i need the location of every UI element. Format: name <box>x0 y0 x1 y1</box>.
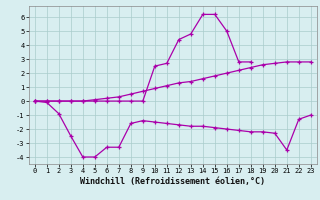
X-axis label: Windchill (Refroidissement éolien,°C): Windchill (Refroidissement éolien,°C) <box>80 177 265 186</box>
